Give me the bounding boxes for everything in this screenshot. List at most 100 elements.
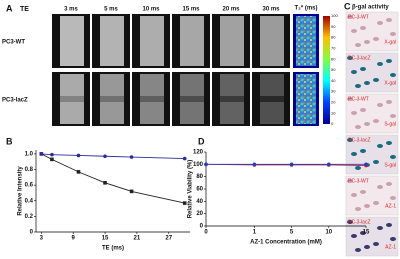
mri-sample (100, 16, 124, 66)
marker (103, 181, 107, 185)
marker (129, 155, 134, 159)
cell (377, 21, 383, 25)
cell (386, 223, 392, 227)
cell (386, 100, 392, 104)
colorbar-tick-label: 40 (331, 78, 336, 83)
image-label: S-gal (384, 121, 396, 127)
x-axis-label: AZ-1 Concentration (mM) (250, 240, 322, 246)
cell (355, 43, 361, 47)
cell (390, 114, 396, 118)
cell (360, 108, 366, 112)
y-tick-label: 20 (196, 211, 203, 217)
cell (364, 122, 370, 126)
cell (364, 81, 370, 85)
cell (347, 56, 353, 60)
mri-sample (60, 16, 84, 66)
cell (386, 141, 392, 145)
panel-letter: B (6, 136, 13, 146)
y-tick-label: 1.0 (25, 151, 34, 157)
x-tick-label: 15 (102, 236, 109, 242)
column-label: 10 ms (142, 7, 160, 13)
marker (204, 162, 208, 167)
colorbar-tick-label: 80 (331, 35, 336, 40)
cell (390, 73, 396, 77)
y-tick-label: 100 (193, 162, 204, 168)
colorbar-tick-label: 70 (331, 45, 336, 50)
mri-sample (140, 16, 164, 66)
image-label: PC-3-lacZ (348, 219, 371, 225)
x-tick-label: 10 (325, 230, 332, 236)
te-label: TE (20, 6, 29, 13)
cell (377, 226, 383, 230)
marker (103, 154, 107, 159)
cell (373, 201, 379, 205)
image-label: PC-3-lacZ (348, 137, 371, 143)
cell (390, 155, 396, 159)
series-line (41, 153, 185, 160)
marker (76, 153, 81, 158)
image-label: X-gal (384, 39, 396, 45)
row-label: PC3-WT (2, 40, 25, 46)
x-tick-label: 21 (134, 236, 141, 242)
cell (351, 234, 357, 238)
cell (377, 103, 383, 107)
cell (355, 125, 361, 129)
cell (377, 185, 383, 189)
x-tick-label: 9 (72, 236, 76, 242)
cell (360, 231, 366, 235)
panel-letter: A (6, 3, 13, 13)
marker (50, 152, 54, 157)
cell (360, 190, 366, 194)
row-label: PC3-lacZ (2, 98, 28, 104)
cell (347, 220, 353, 224)
cell (355, 84, 361, 88)
column-label: 5 ms (104, 7, 118, 13)
mri-sample (220, 16, 244, 66)
cell (373, 119, 379, 123)
cell (364, 204, 370, 208)
marker (182, 201, 187, 205)
marker (182, 156, 187, 161)
cell (373, 242, 379, 246)
cell (386, 182, 392, 186)
mri-band (60, 96, 84, 102)
y-tick-label: 120 (193, 150, 204, 156)
cell (364, 40, 370, 44)
column-label: 30 ms (262, 7, 280, 13)
cell (390, 196, 396, 200)
y-tick-label: 60 (196, 187, 203, 193)
cell (355, 248, 361, 252)
x-tick-label: 3 (40, 236, 44, 242)
image-label: AZ-1 (385, 203, 396, 209)
x-tick-label: 27 (165, 236, 172, 242)
image-label: X-gal (384, 80, 396, 86)
map-label: T₂* (ms) (294, 6, 317, 12)
image-label: PC-3-WT (348, 178, 369, 184)
image-label: PC-3-WT (348, 14, 369, 20)
y-tick-label: 0.8 (25, 167, 34, 173)
panel-letter: C (344, 1, 351, 11)
cell (347, 15, 353, 19)
marker (76, 170, 81, 174)
cell (373, 78, 379, 82)
y-tick-label: 0.6 (25, 183, 34, 189)
mri-sample (180, 16, 204, 66)
t2-map (296, 16, 316, 66)
cell (347, 138, 353, 142)
image-label: PC-3-WT (348, 96, 369, 102)
cell (355, 207, 361, 211)
panel-title: β-gal activity (352, 5, 389, 11)
mri-band (220, 96, 244, 102)
colorbar-tick-label: 30 (331, 89, 336, 94)
cell (351, 193, 357, 197)
cell (347, 97, 353, 101)
cell (386, 18, 392, 22)
x-tick-label: 15 (363, 230, 370, 236)
cell (347, 179, 353, 183)
marker (252, 162, 257, 167)
x-tick-label: 0 (204, 230, 208, 236)
colorbar-tick-label: 90 (331, 24, 336, 29)
mri-band (100, 96, 124, 102)
cell (373, 37, 379, 41)
